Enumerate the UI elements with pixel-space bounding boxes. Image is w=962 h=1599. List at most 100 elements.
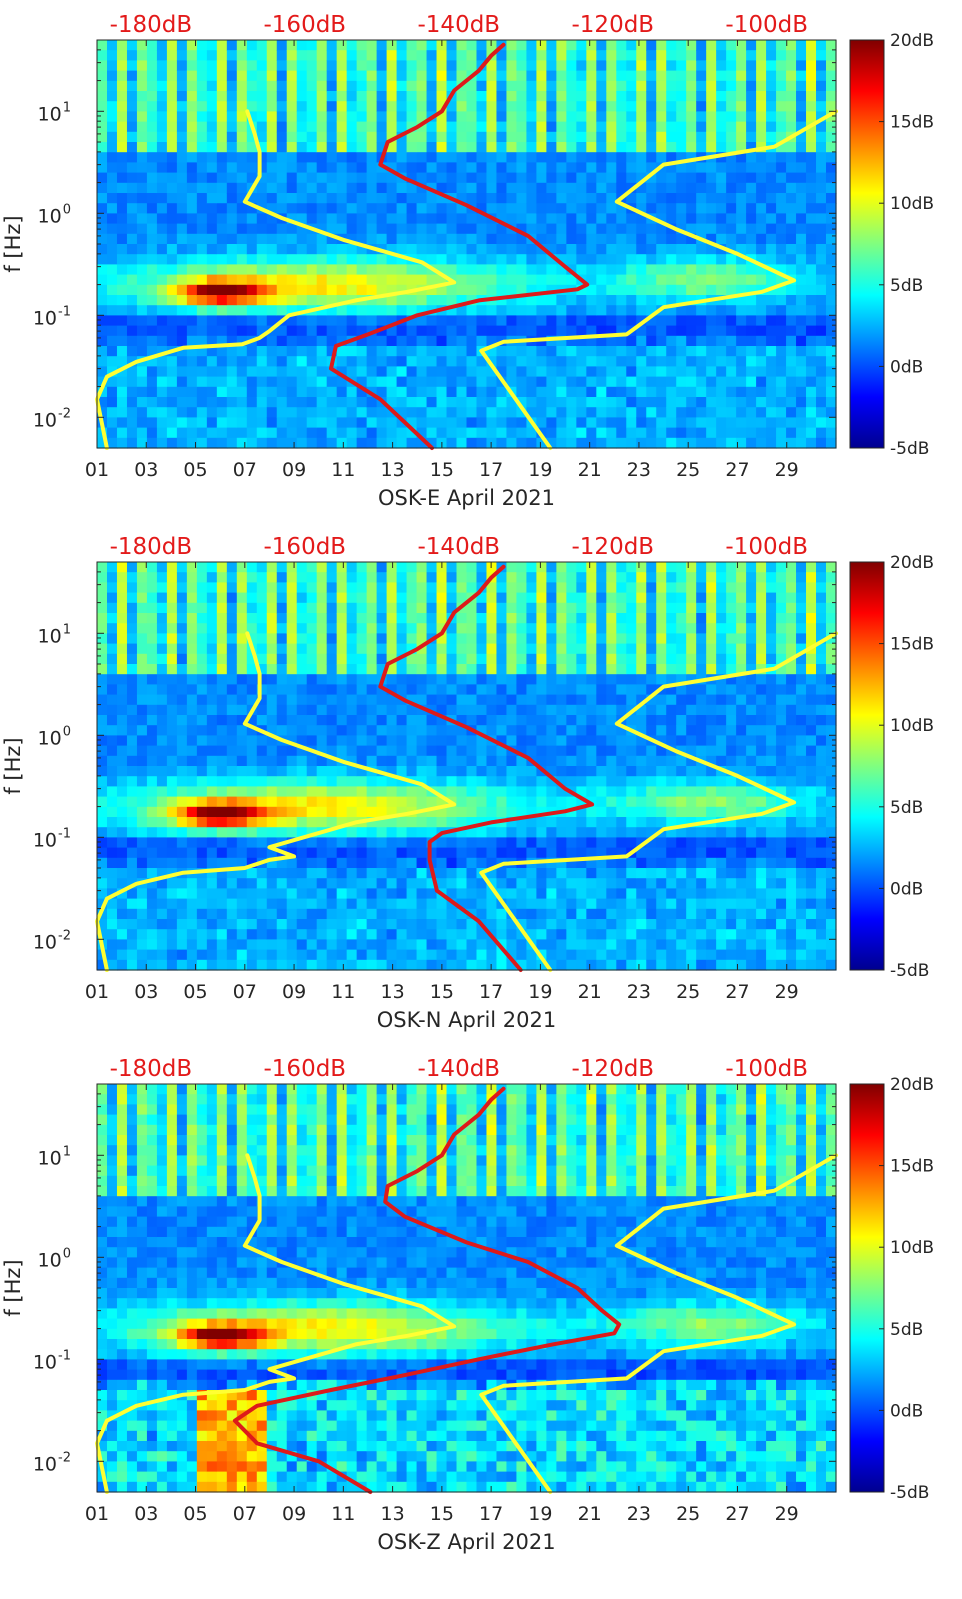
spectrogram-cell — [106, 653, 118, 665]
spectrogram-cell — [576, 407, 587, 418]
spectrogram-cell — [116, 837, 128, 849]
spectrogram-cell — [336, 745, 348, 757]
spectrogram-cell — [106, 203, 118, 214]
spectrogram-cell — [286, 121, 298, 133]
spectrogram-cell — [586, 427, 597, 439]
spectrogram-cell — [506, 427, 518, 439]
spectrogram-cell — [126, 643, 138, 655]
spectrogram-cell — [766, 70, 777, 82]
spectrogram-cell — [526, 315, 538, 327]
spectrogram-cell — [726, 142, 737, 153]
spectrogram-cell — [146, 633, 158, 645]
spectrogram-cell — [136, 417, 148, 429]
spectrogram-cell — [556, 193, 567, 204]
spectrogram-cell — [226, 264, 238, 276]
spectrogram-cell — [316, 397, 328, 408]
spectrogram-cell — [486, 121, 498, 133]
spectrogram-cell — [276, 172, 288, 184]
spectrogram-cell — [366, 335, 378, 347]
spectrogram-cell — [406, 223, 418, 235]
spectrogram-cell — [286, 602, 298, 614]
spectrogram-cell — [97, 111, 108, 123]
spectrogram-cell — [156, 437, 168, 449]
spectrogram-cell — [436, 284, 448, 296]
spectrogram-cell — [306, 274, 318, 286]
spectrogram-cell — [266, 653, 278, 665]
spectrogram-cell — [666, 70, 677, 82]
spectrogram-cell — [346, 193, 358, 204]
spectrogram-cell — [226, 796, 238, 808]
spectrogram-cell — [376, 898, 388, 910]
spectrogram-cell — [97, 643, 108, 655]
spectrogram-cell — [116, 274, 128, 286]
spectrogram-cell — [146, 949, 158, 961]
spectrogram-cell — [336, 40, 348, 51]
spectrogram-cell — [306, 366, 318, 378]
spectrogram-cell — [526, 817, 538, 828]
spectrogram-cell — [356, 111, 368, 123]
spectrogram-cell — [536, 939, 547, 951]
spectrogram-cell — [206, 766, 218, 777]
spectrogram-cell — [226, 929, 238, 940]
spectrogram-cell — [426, 776, 438, 787]
spectrogram-cell — [166, 274, 178, 286]
spectrogram-cell — [146, 407, 158, 418]
spectrogram-cell — [296, 244, 308, 255]
x-tick-label: 01 — [85, 459, 109, 481]
spectrogram-cell — [656, 182, 667, 194]
spectrogram-cell — [146, 878, 158, 889]
spectrogram-cell — [116, 827, 128, 838]
spectrogram-cell — [306, 684, 318, 696]
spectrogram-cell — [136, 857, 148, 869]
spectrogram-cell — [186, 233, 198, 245]
spectrogram-cell — [386, 684, 398, 696]
spectrogram-cell — [406, 274, 418, 286]
spectrogram-cell — [116, 152, 128, 163]
spectrogram-cell — [226, 142, 238, 153]
spectrogram-cell — [236, 572, 248, 583]
spectrogram-cell — [206, 806, 218, 818]
spectrogram-cell — [166, 827, 178, 838]
spectrogram-cell — [266, 172, 278, 184]
spectrogram-cell — [556, 50, 567, 61]
spectrogram-cell — [156, 868, 168, 879]
spectrogram-cell — [486, 613, 498, 624]
spectrogram-cell — [496, 284, 508, 296]
spectrogram-cell — [136, 346, 148, 357]
spectrogram-cell — [256, 694, 268, 706]
spectrogram-cell — [296, 745, 308, 757]
spectrogram-cell — [97, 827, 108, 838]
spectrogram-cell — [116, 40, 128, 51]
spectrogram-cell — [126, 878, 138, 889]
spectrogram-cell — [356, 274, 368, 286]
spectrogram-cell — [556, 121, 567, 133]
spectrogram-cell — [106, 407, 118, 418]
spectrogram-cell — [636, 254, 647, 265]
spectrogram-cell — [106, 131, 118, 143]
spectrogram-cell — [156, 766, 168, 777]
spectrogram-cell — [556, 376, 567, 388]
spectrogram-cell — [216, 70, 228, 82]
spectrogram-cell — [286, 755, 298, 767]
spectrogram-cell — [326, 949, 338, 961]
spectrogram-cell — [706, 335, 717, 347]
spectrogram-cell — [416, 766, 428, 777]
spectrogram-cell — [316, 572, 328, 583]
spectrogram-cell — [416, 878, 428, 889]
spectrogram-cell — [186, 613, 198, 624]
spectrogram-cell — [296, 684, 308, 696]
spectrogram-cell — [216, 264, 228, 276]
spectrogram-cell — [356, 284, 368, 296]
spectrogram-cell — [136, 295, 148, 306]
spectrogram-cell — [756, 397, 767, 408]
spectrogram-cell — [196, 633, 208, 645]
spectrogram-cell — [206, 162, 218, 174]
spectrogram-cell — [156, 898, 168, 910]
spectrogram-cell — [166, 325, 178, 337]
spectrogram-cell — [256, 366, 268, 378]
spectrogram-cell — [596, 407, 607, 418]
spectrogram-cell — [816, 346, 827, 357]
spectrogram-cell — [176, 847, 188, 859]
spectrogram-cell — [116, 898, 128, 910]
spectrogram-cell — [746, 386, 757, 398]
